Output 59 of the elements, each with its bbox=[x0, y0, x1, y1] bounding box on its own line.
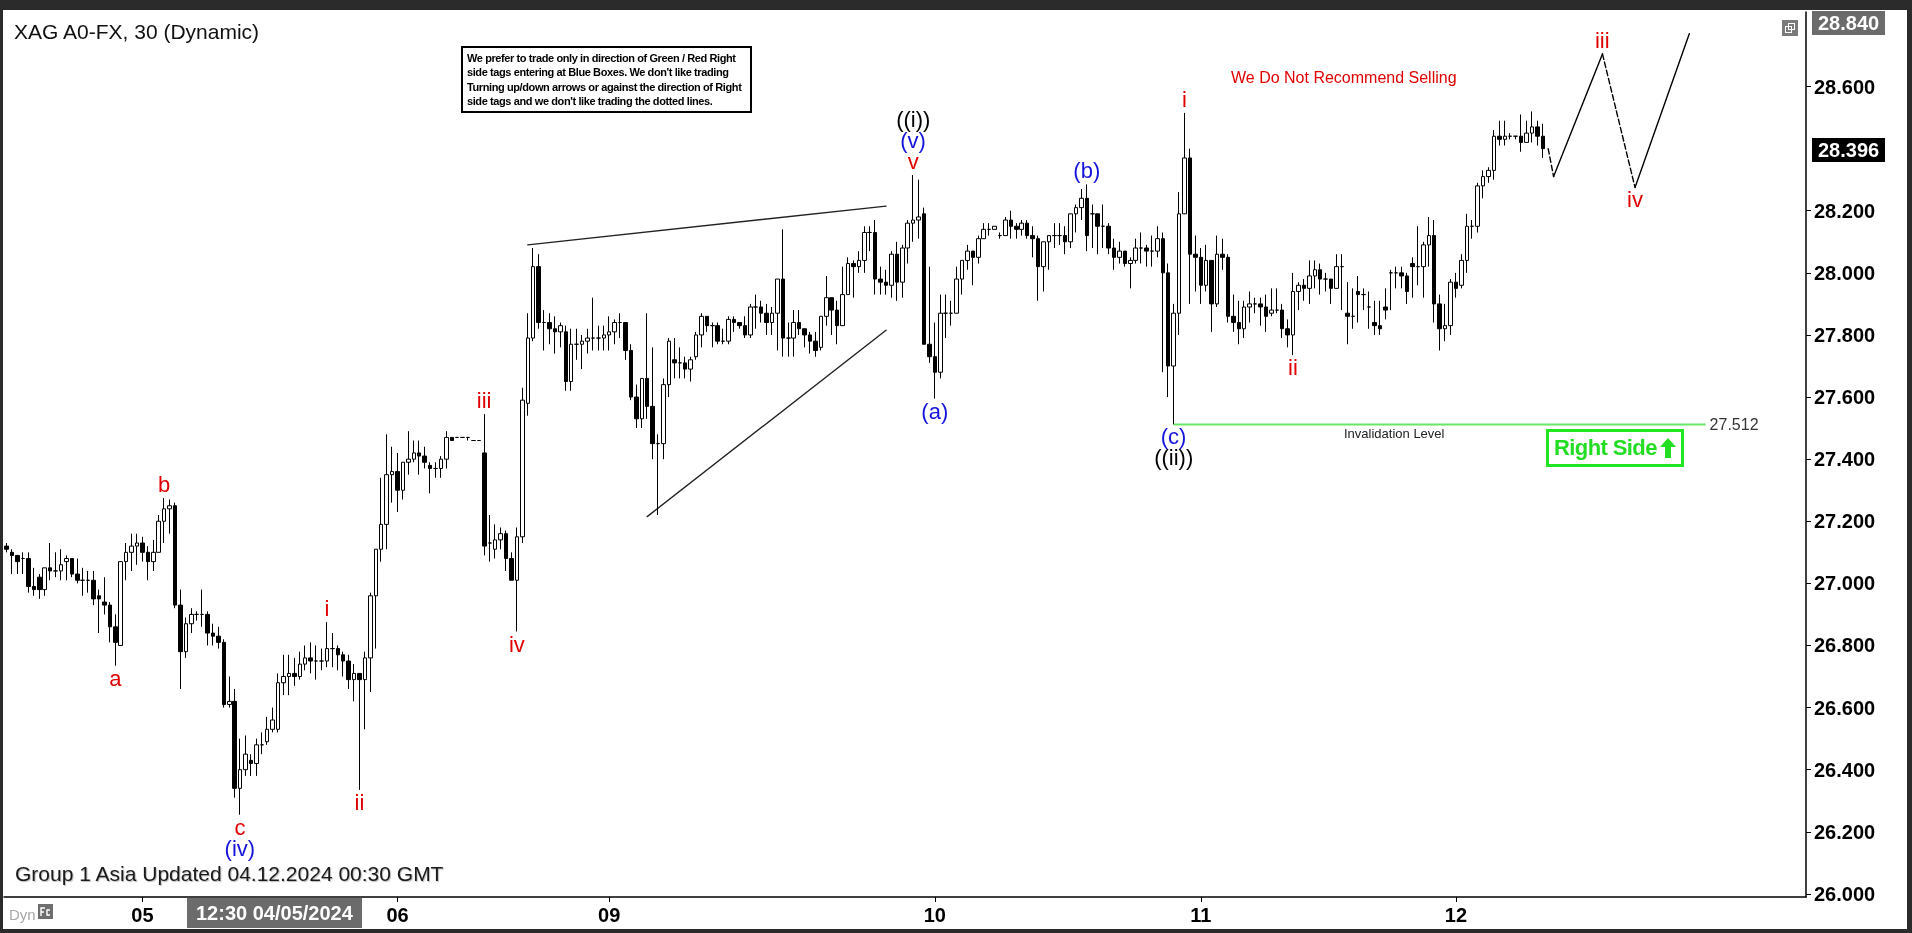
x-tick-label: 11 bbox=[1190, 904, 1212, 926]
candlestick bbox=[715, 322, 720, 345]
candlestick bbox=[591, 297, 595, 351]
chart-title: XAG A0-FX, 30 (Dynamic) bbox=[14, 20, 260, 43]
y-tick-label: 27.600 bbox=[1814, 386, 1876, 409]
text: 28.840 bbox=[1812, 11, 1886, 35]
candlestick bbox=[1389, 269, 1393, 311]
candlestick bbox=[1340, 253, 1344, 311]
annotation: (a) bbox=[921, 398, 949, 424]
y-tick-label: 27.400 bbox=[1814, 448, 1876, 471]
annotation: We prefer to trade only in direction of Green / Red Right side tags entering at Blue Boxes. We don't like trading Turning up/down arrows or against the direction of Right side tags and we don't like trading the dotted lines. bbox=[461, 46, 752, 114]
candlestick bbox=[1367, 290, 1371, 330]
y-tick-label: 28.200 bbox=[1814, 199, 1876, 222]
x-tick-label: 10 bbox=[923, 904, 946, 926]
text: Dyn bbox=[9, 906, 36, 923]
annotation: iv bbox=[1627, 187, 1643, 213]
text: 28.396 bbox=[1812, 138, 1886, 162]
annotation: ii bbox=[1288, 355, 1298, 381]
y-tick-label: 26.400 bbox=[1814, 758, 1876, 781]
candlestick bbox=[1361, 287, 1366, 311]
candlestick bbox=[1345, 281, 1350, 345]
x-tick-label: 12 bbox=[1444, 904, 1468, 926]
x-tick-label: 06 bbox=[386, 904, 409, 926]
annotation: iv bbox=[508, 631, 525, 657]
y-tick-label: 26.200 bbox=[1814, 820, 1876, 843]
text: 12:30 04/05/2024 bbox=[187, 898, 362, 928]
candlestick bbox=[260, 731, 264, 755]
x-tick-label: 09 bbox=[598, 904, 621, 926]
candlestick bbox=[428, 461, 432, 494]
candlestick bbox=[1383, 287, 1388, 320]
candlestick bbox=[314, 644, 318, 681]
y-tick-label: 28.600 bbox=[1814, 75, 1876, 98]
y-tick-label: 26.000 bbox=[1814, 882, 1876, 905]
y-tick-label: 27.200 bbox=[1814, 510, 1876, 533]
candlestick bbox=[1410, 256, 1415, 299]
annotation: b bbox=[158, 471, 171, 497]
annotation: (b) bbox=[1073, 158, 1101, 184]
annotation: ii bbox=[354, 789, 365, 815]
annotation: Group 1 Asia Updated 04.12.2024 00:30 GMT bbox=[15, 862, 444, 885]
x-tick-label: 05 bbox=[131, 904, 154, 926]
annotation: iii bbox=[1594, 27, 1610, 53]
ref-line-label: 27.512 bbox=[1709, 415, 1759, 433]
y-tick-label: 28.000 bbox=[1814, 261, 1876, 284]
candlestick bbox=[4, 542, 9, 553]
candlestick bbox=[482, 413, 487, 556]
annotation: i bbox=[1182, 86, 1187, 112]
annotation: Right Side bbox=[1554, 435, 1657, 460]
y-tick-label: 27.800 bbox=[1814, 323, 1876, 346]
annotation: Invalidation Level bbox=[1344, 426, 1445, 441]
annotation: We Do Not Recommend Selling bbox=[1231, 69, 1457, 86]
candlestick bbox=[1356, 275, 1360, 324]
annotation: i bbox=[324, 596, 330, 622]
y-tick-label: 26.800 bbox=[1814, 634, 1876, 657]
y-tick-label: 27.000 bbox=[1814, 572, 1876, 595]
annotation: a bbox=[109, 665, 122, 691]
y-tick-label: 26.600 bbox=[1814, 696, 1876, 719]
annotation: v bbox=[907, 149, 919, 175]
annotation: iii bbox=[476, 388, 492, 414]
candlestick bbox=[1351, 287, 1355, 330]
